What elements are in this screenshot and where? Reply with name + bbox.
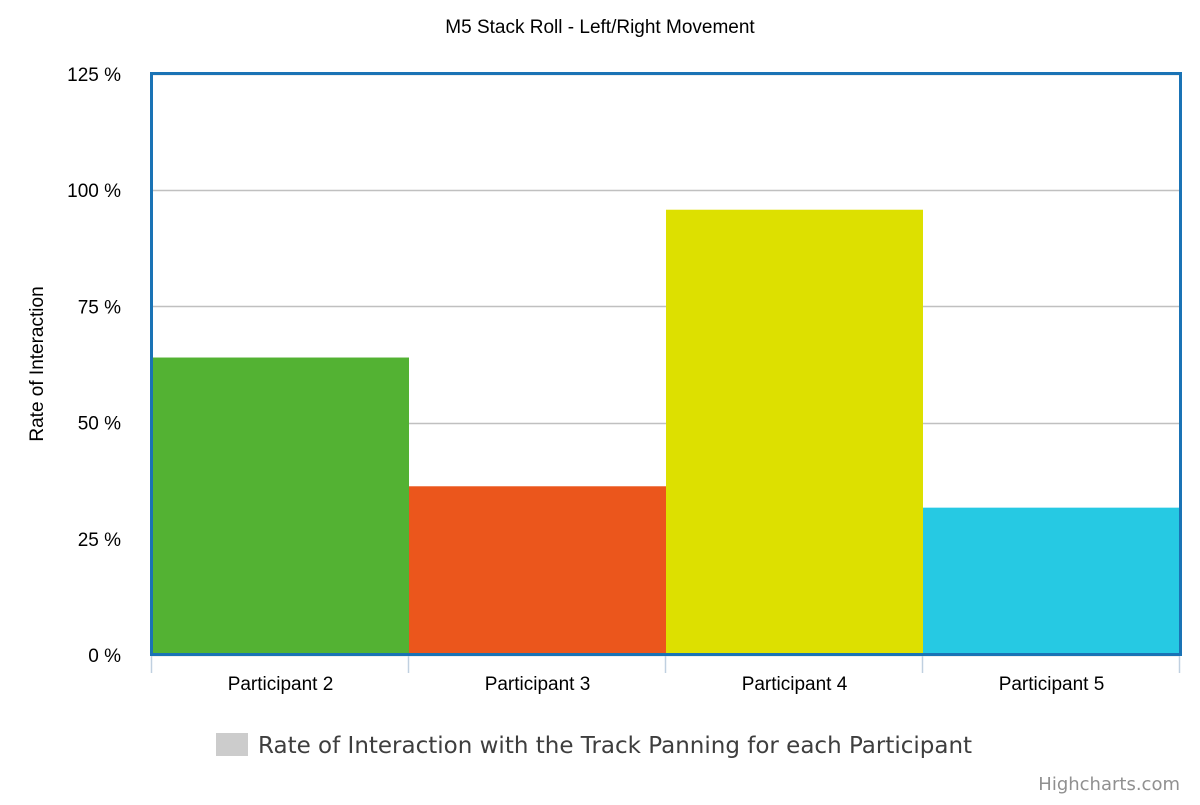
legend-symbol [216, 733, 248, 756]
y-tick-label: 75 % [78, 297, 121, 318]
x-tick-label: Participant 4 [742, 674, 848, 695]
x-tick-label: Participant 3 [485, 674, 591, 695]
y-tick-label: 50 % [78, 414, 121, 435]
y-tick-label: 100 % [67, 181, 121, 202]
bar[interactable] [666, 209, 923, 655]
bar[interactable] [923, 507, 1180, 655]
x-tick-label: Participant 2 [228, 674, 334, 695]
y-axis-title: Rate of Interaction [27, 286, 48, 441]
y-axis-labels: 0 % 25 % 50 % 75 % 100 % 125 % [67, 65, 121, 667]
bar[interactable] [152, 357, 409, 655]
bars [152, 209, 1180, 655]
plot-border [150, 72, 1182, 656]
legend-item-label[interactable]: Rate of Interaction with the Track Panni… [258, 733, 972, 759]
chart-title: M5 Stack Roll - Left/Right Movement [445, 17, 755, 38]
bar[interactable] [409, 486, 666, 655]
y-tick-label: 0 % [88, 646, 121, 667]
x-tick-label: Participant 5 [999, 674, 1105, 695]
legend[interactable]: Rate of Interaction with the Track Panni… [216, 733, 972, 759]
x-axis-labels: Participant 2 Participant 3 Participant 4 P… [228, 674, 1105, 695]
y-tick-label: 25 % [78, 530, 121, 551]
credits-link[interactable]: Highcharts.com [1038, 774, 1180, 795]
y-tick-label: 125 % [67, 65, 121, 86]
